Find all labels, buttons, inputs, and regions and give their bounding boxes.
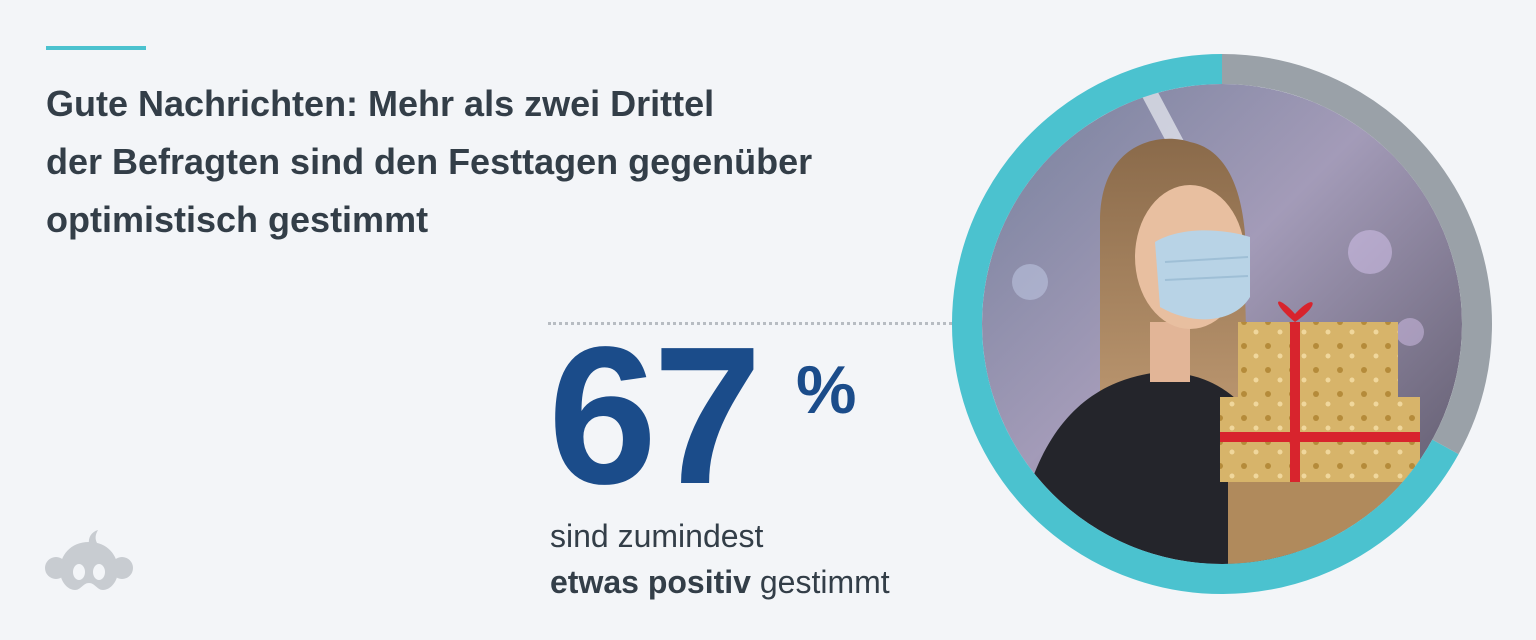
accent-line xyxy=(46,46,146,50)
surveymonkey-logo-icon xyxy=(45,530,133,590)
headline: Gute Nachrichten: Mehr als zwei Drittel … xyxy=(46,75,926,249)
caption-bold: etwas positiv xyxy=(550,564,751,600)
headline-line-2: der Befragten sind den Festtagen gegenüb… xyxy=(46,141,813,182)
photo xyxy=(982,84,1462,564)
headline-line-3: optimistisch gestimmt xyxy=(46,199,429,240)
stat-number: 67 xyxy=(548,306,762,525)
donut-slice-remainder xyxy=(1221,54,1492,455)
donut-chart xyxy=(952,54,1492,594)
donut-ring xyxy=(952,54,1492,594)
caption-rest: gestimmt xyxy=(750,564,890,600)
donut-slice-highlight xyxy=(952,54,1459,594)
stat-caption: sind zumindest etwas positiv gestimmt xyxy=(550,513,890,605)
dotted-connector xyxy=(548,322,964,325)
headline-line-1: Gute Nachrichten: Mehr als zwei Drittel xyxy=(46,83,715,124)
stat-unit: % xyxy=(796,352,857,428)
caption-line-2: etwas positiv gestimmt xyxy=(550,559,890,605)
caption-line-1: sind zumindest xyxy=(550,518,764,554)
